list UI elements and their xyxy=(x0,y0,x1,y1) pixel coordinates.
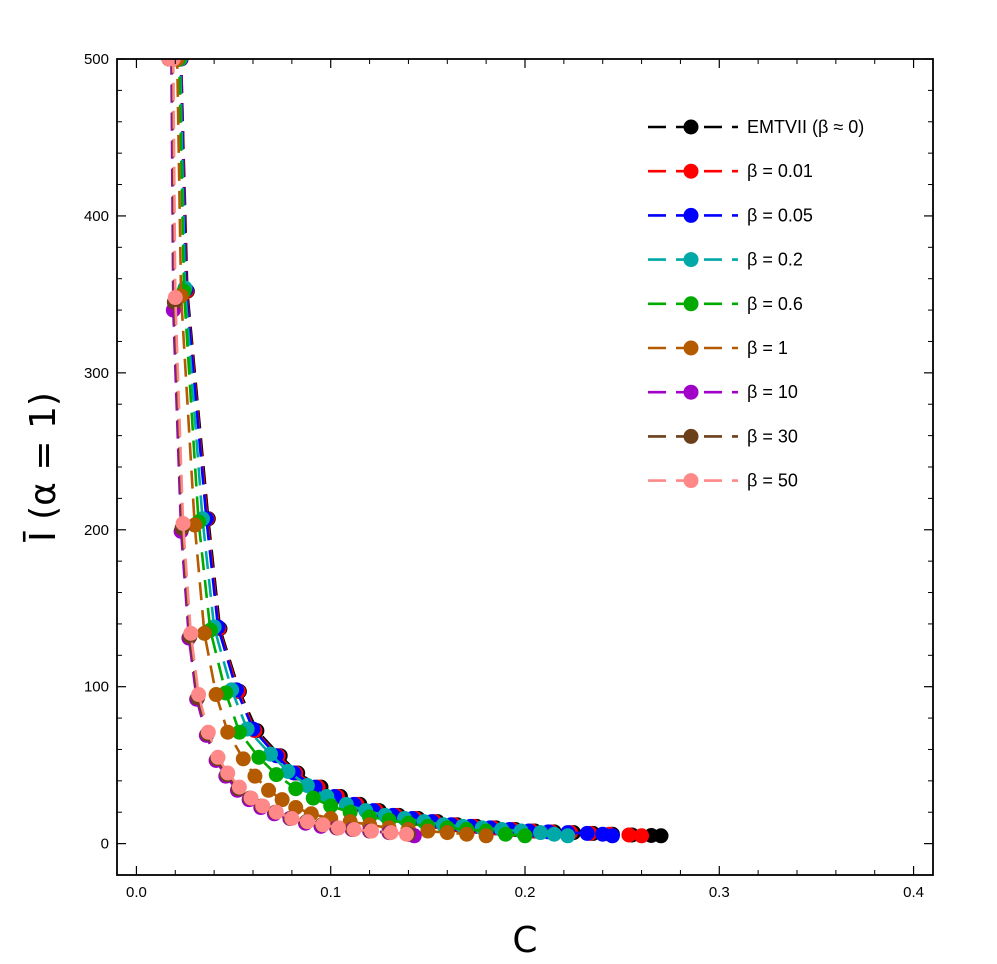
x-tick-label: 0.4 xyxy=(903,884,924,901)
y-tick-label: 400 xyxy=(84,208,109,225)
legend-item: β = 50 xyxy=(648,471,798,491)
data-point xyxy=(383,825,399,841)
legend-item: β = 10 xyxy=(648,382,798,402)
data-point xyxy=(255,798,271,814)
data-point xyxy=(330,820,346,836)
data-point xyxy=(579,825,595,841)
y-tick-label: 500 xyxy=(84,51,109,68)
data-point xyxy=(262,746,278,762)
data-point xyxy=(420,823,436,839)
data-point xyxy=(478,828,494,844)
data-point xyxy=(191,687,207,703)
legend-label: β = 0.01 xyxy=(747,161,813,181)
data-point xyxy=(243,790,259,806)
data-point xyxy=(305,790,321,806)
data-point xyxy=(187,517,203,533)
legend-item: β = 0.6 xyxy=(648,294,803,314)
data-point xyxy=(323,798,339,814)
data-point xyxy=(604,828,620,844)
y-tick-label: 200 xyxy=(84,522,109,539)
data-point xyxy=(546,826,562,842)
series-line xyxy=(169,59,613,838)
x-axis-title: C xyxy=(512,920,537,961)
legend-item: β = 0.2 xyxy=(648,250,803,270)
data-point xyxy=(280,763,296,779)
x-tick-label: 0.1 xyxy=(320,884,341,901)
data-point xyxy=(175,515,191,531)
legend-marker xyxy=(683,384,699,400)
legend-label: β = 0.2 xyxy=(747,250,803,270)
data-point xyxy=(268,767,284,783)
legend-label: β = 10 xyxy=(747,382,798,402)
x-tick-label: 0.0 xyxy=(126,884,147,901)
data-point xyxy=(251,749,267,765)
data-point xyxy=(220,724,236,740)
y-axis-title: Ī (α = 1) xyxy=(23,392,64,542)
legend-item: β = 0.05 xyxy=(648,205,813,225)
legend-label: β = 0.6 xyxy=(747,294,803,314)
data-point xyxy=(299,778,315,794)
data-point xyxy=(517,828,533,844)
legend-marker xyxy=(683,296,699,312)
data-point xyxy=(346,821,362,837)
data-point xyxy=(653,828,669,844)
legend-marker xyxy=(683,252,699,268)
series-layer xyxy=(161,59,669,844)
data-point xyxy=(634,828,650,844)
legend-label: EMTVII (β ≈ 0) xyxy=(747,117,864,137)
data-point xyxy=(284,811,300,827)
data-point xyxy=(220,765,236,781)
data-point xyxy=(364,823,380,839)
legend-label: β = 50 xyxy=(747,471,798,491)
data-point xyxy=(165,59,181,67)
y-tick-label: 300 xyxy=(84,365,109,382)
x-tick-label: 0.3 xyxy=(709,884,730,901)
legend-marker xyxy=(683,163,699,179)
legend-marker xyxy=(683,119,699,135)
data-point xyxy=(439,825,455,841)
data-point xyxy=(210,749,226,765)
data-point xyxy=(268,804,284,820)
legend-item: β = 1 xyxy=(648,338,788,358)
ticks-layer: 0.0 0.1 0.2 0.3 0.4 0 100 200 300 400 500 xyxy=(84,51,933,901)
legend-label: β = 30 xyxy=(747,426,798,446)
legend-marker xyxy=(683,428,699,444)
legend-marker xyxy=(683,340,699,356)
x-tick-label: 0.2 xyxy=(515,884,536,901)
legend-label: β = 0.05 xyxy=(747,205,813,225)
data-point xyxy=(560,828,576,844)
data-point xyxy=(167,290,183,306)
y-tick-label: 0 xyxy=(101,836,109,853)
data-point xyxy=(247,768,263,784)
data-point xyxy=(235,751,251,767)
data-point xyxy=(398,826,414,842)
data-point xyxy=(315,817,331,833)
data-point xyxy=(183,625,199,641)
data-point xyxy=(231,724,247,740)
legend-item: β = 0.01 xyxy=(648,161,813,181)
data-point xyxy=(274,792,290,808)
y-tick-label: 100 xyxy=(84,679,109,696)
data-point xyxy=(621,827,637,843)
data-point xyxy=(533,825,549,841)
data-point xyxy=(196,625,212,641)
data-point xyxy=(459,826,475,842)
data-point xyxy=(288,781,304,797)
legend-item: β = 30 xyxy=(648,426,798,446)
data-point xyxy=(498,826,514,842)
legend-marker xyxy=(683,473,699,489)
data-point xyxy=(299,814,315,830)
legend: EMTVII (β ≈ 0) β = 0.01 β = 0.05 β = 0.2 β =… xyxy=(648,117,864,491)
series xyxy=(161,59,414,842)
data-point xyxy=(208,687,224,703)
data-point xyxy=(200,724,216,740)
legend-marker xyxy=(683,207,699,223)
legend-item: EMTVII (β ≈ 0) xyxy=(648,117,864,137)
data-point xyxy=(261,782,277,798)
data-point xyxy=(231,779,247,795)
legend-label: β = 1 xyxy=(747,338,788,358)
